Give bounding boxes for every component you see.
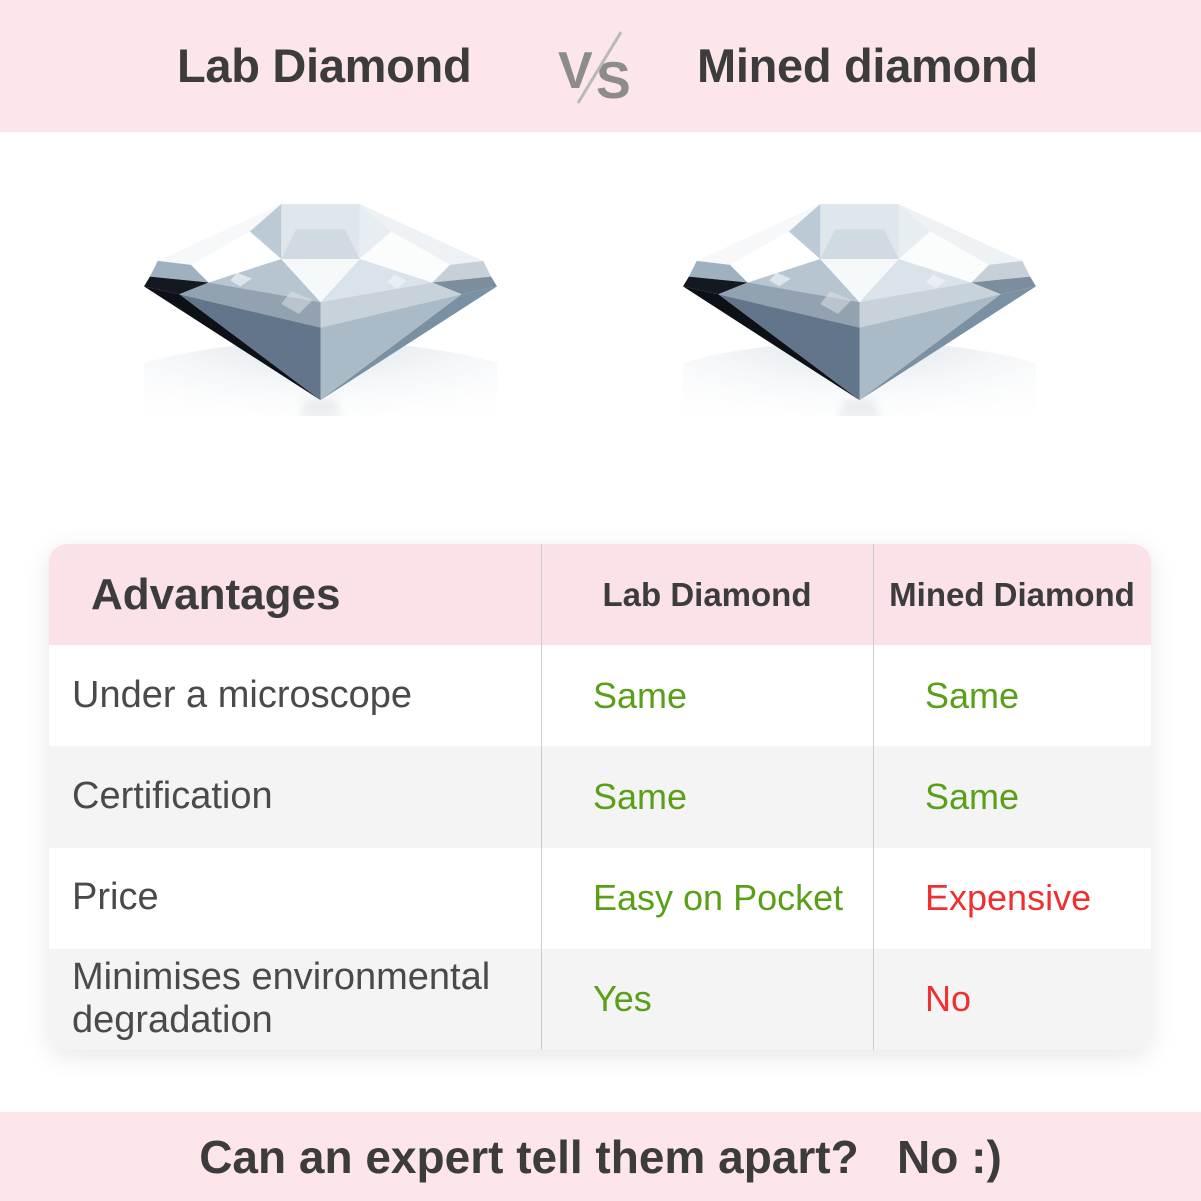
svg-text:V: V	[558, 42, 593, 100]
svg-text:S: S	[596, 52, 631, 105]
